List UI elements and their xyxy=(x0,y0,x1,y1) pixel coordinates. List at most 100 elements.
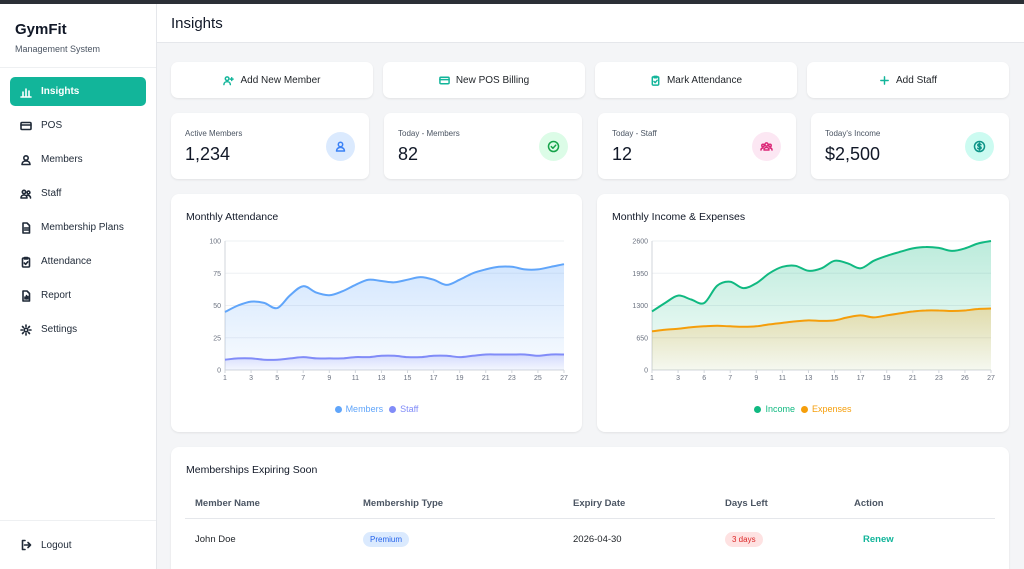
y-tick-label: 1950 xyxy=(632,271,648,278)
plus-icon xyxy=(880,75,889,85)
sidebar-item-label: Staff xyxy=(41,188,62,199)
sidebar-item-label: Members xyxy=(41,154,83,165)
stat-value: $2,500 xyxy=(825,144,881,164)
sidebar-item-pos[interactable]: POS xyxy=(10,111,146,140)
legend-item[interactable]: Staff xyxy=(389,404,418,414)
y-tick-label: 100 xyxy=(209,239,221,246)
x-tick-label: 13 xyxy=(805,375,813,382)
legend-item[interactable]: Expenses xyxy=(800,404,852,414)
series-line-members xyxy=(224,263,565,313)
x-tick-label: 9 xyxy=(754,375,758,382)
group-icon xyxy=(752,132,781,161)
legend-item[interactable]: Members xyxy=(334,404,384,414)
days-left-badge: 3 days xyxy=(725,531,763,547)
membership-type-badge: Premium xyxy=(363,531,410,547)
table-row: John Doe Premium 2026-04-30 3 days Renew xyxy=(185,519,995,559)
sidebar-item-label: Insights xyxy=(41,86,80,97)
gear-icon xyxy=(20,323,32,336)
sidebar-item-label: Attendance xyxy=(41,256,92,267)
x-tick-label: 23 xyxy=(935,375,943,382)
renew-button[interactable]: Renew xyxy=(863,533,894,545)
x-tick-label: 26 xyxy=(961,375,969,382)
table-header-row: Member Name Membership Type Expiry Date … xyxy=(185,489,995,519)
stat-card-today-staff: Today - Staff 12 xyxy=(598,113,796,179)
card-icon xyxy=(438,76,450,84)
x-tick-label: 19 xyxy=(456,375,464,382)
new-pos-billing-button[interactable]: New POS Billing xyxy=(383,62,585,98)
staff-icon xyxy=(20,188,32,199)
clipboard-icon xyxy=(21,256,31,268)
page-title: Insights xyxy=(171,15,223,32)
brand-subtitle: Management System xyxy=(15,44,101,54)
x-tick-label: 1 xyxy=(223,375,227,382)
legend-dot xyxy=(334,405,342,413)
y-tick-label: 75 xyxy=(213,271,221,278)
x-tick-label: 1 xyxy=(650,375,654,382)
sidebar-item-membership-plans[interactable]: Membership Plans xyxy=(10,213,146,242)
x-tick-label: 27 xyxy=(987,375,995,382)
sidebar-item-label: Report xyxy=(41,290,72,301)
sidebar-item-settings[interactable]: Settings xyxy=(10,315,146,344)
x-tick-label: 25 xyxy=(534,375,542,382)
x-tick-label: 21 xyxy=(909,375,917,382)
legend-label: Expenses xyxy=(811,404,852,414)
legend-dot xyxy=(800,405,808,413)
x-tick-label: 7 xyxy=(728,375,732,382)
stat-value: 82 xyxy=(398,144,419,164)
stat-card-today-members: Today - Members 82 xyxy=(384,113,582,179)
series-line-expenses xyxy=(651,307,992,333)
users-icon xyxy=(326,132,355,161)
expiry-date: 2026-04-30 xyxy=(573,533,622,545)
add-new-member-button[interactable]: Add New Member xyxy=(171,62,373,98)
logout-button[interactable]: Logout xyxy=(0,520,156,569)
legend-dot xyxy=(754,405,762,413)
stat-card-todays-income: Today's Income $2,500 xyxy=(811,113,1009,179)
expiring-table: Member Name Membership Type Expiry Date … xyxy=(185,489,995,559)
sidebar-item-attendance[interactable]: Attendance xyxy=(10,247,146,276)
x-tick-label: 19 xyxy=(883,375,891,382)
add-staff-button[interactable]: Add Staff xyxy=(807,62,1009,98)
x-tick-label: 11 xyxy=(352,375,359,382)
stat-label: Today - Staff xyxy=(612,129,657,138)
legend-label: Members xyxy=(345,404,384,414)
user-plus-icon xyxy=(223,75,235,85)
quick-action-label: New POS Billing xyxy=(455,74,530,86)
x-tick-label: 17 xyxy=(857,375,865,382)
window-top-strip xyxy=(0,0,1024,4)
bar-chart-icon xyxy=(20,87,32,98)
sidebar-item-staff[interactable]: Staff xyxy=(10,179,146,208)
check-circle-icon xyxy=(539,132,568,161)
document-icon xyxy=(22,221,31,234)
report-icon xyxy=(22,289,31,302)
stat-label: Today's Income xyxy=(825,129,881,138)
x-tick-label: 3 xyxy=(676,375,680,382)
users-icon xyxy=(21,154,31,165)
y-tick-label: 1300 xyxy=(632,303,648,310)
card-icon xyxy=(20,121,32,130)
column-header: Expiry Date xyxy=(573,498,626,509)
member-name: John Doe xyxy=(195,533,236,545)
x-tick-label: 5 xyxy=(275,375,279,382)
page-header: Insights xyxy=(157,4,1024,43)
chart-title: Monthly Attendance xyxy=(186,211,279,223)
clipboard-check-icon xyxy=(651,75,660,86)
brand: GymFit Management System xyxy=(0,4,156,68)
x-tick-label: 15 xyxy=(404,375,412,382)
sidebar-item-insights[interactable]: Insights xyxy=(10,77,146,106)
sidebar-item-members[interactable]: Members xyxy=(10,145,146,174)
logout-label: Logout xyxy=(41,539,72,551)
x-tick-label: 13 xyxy=(378,375,386,382)
legend-item[interactable]: Income xyxy=(754,404,795,414)
sidebar-item-report[interactable]: Report xyxy=(10,281,146,310)
legend-label: Income xyxy=(765,404,795,414)
mark-attendance-button[interactable]: Mark Attendance xyxy=(595,62,797,98)
y-tick-label: 0 xyxy=(644,368,648,375)
y-tick-label: 25 xyxy=(213,335,221,342)
x-tick-label: 9 xyxy=(327,375,331,382)
sidebar: GymFit Management System Insights POS Me… xyxy=(0,4,157,569)
column-header: Member Name xyxy=(195,498,260,509)
series-line-income xyxy=(651,240,992,313)
series-area-members xyxy=(225,264,564,370)
